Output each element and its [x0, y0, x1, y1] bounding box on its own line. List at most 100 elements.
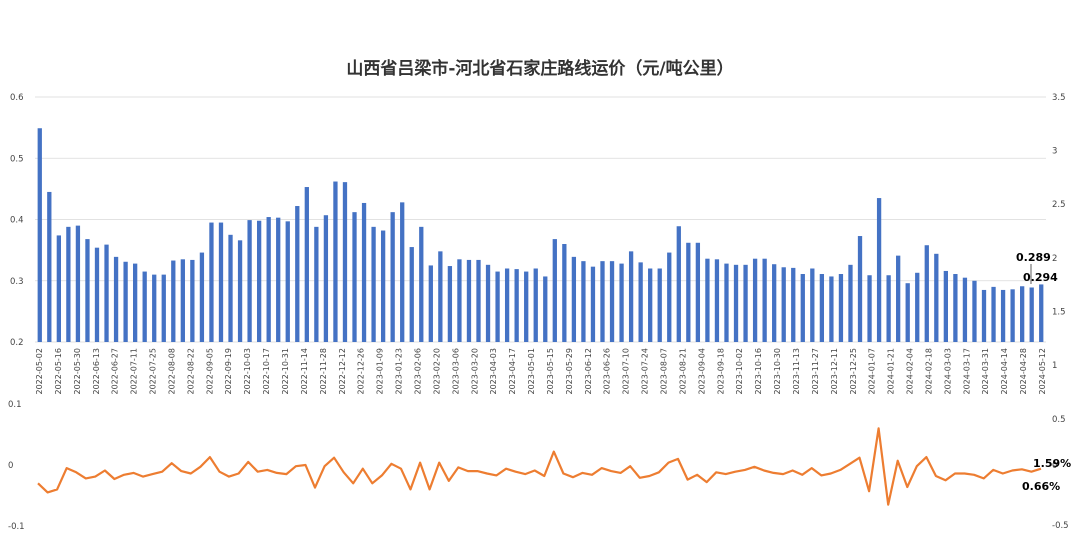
chart-title: 山西省吕梁市-河北省石家庄路线运价（元/吨公里） — [346, 58, 733, 79]
bar — [571, 256, 577, 342]
bar — [619, 263, 624, 342]
bar — [752, 258, 758, 342]
bar — [447, 266, 453, 342]
bar — [304, 187, 309, 342]
bar — [314, 226, 319, 342]
bar — [552, 239, 557, 342]
bar — [800, 274, 805, 342]
bar — [209, 222, 214, 342]
x-tick-label: 2022-12-26 — [357, 348, 366, 395]
x-tick-label: 2022-06-27 — [111, 348, 120, 395]
bar — [190, 259, 195, 342]
x-tick-label: 2023-09-18 — [716, 348, 725, 395]
bar — [256, 220, 262, 342]
line-last2-label: 0.66% — [1022, 480, 1060, 493]
bar — [657, 268, 662, 342]
bar — [285, 221, 290, 342]
line-path — [37, 427, 1042, 506]
x-tick-label: 2023-03-20 — [470, 348, 479, 395]
bar — [380, 230, 386, 342]
bar — [1029, 287, 1034, 342]
x-tick-label: 2023-04-17 — [508, 348, 517, 395]
bar — [400, 202, 405, 342]
bar — [142, 271, 147, 342]
bar — [199, 252, 205, 342]
bar — [628, 251, 634, 342]
bar-right-tick-label: 3 — [1052, 147, 1057, 157]
x-tick-label: 2023-07-10 — [622, 348, 631, 395]
bar — [409, 247, 414, 342]
bar — [419, 226, 424, 342]
bar — [905, 283, 910, 342]
grid — [35, 96, 1046, 343]
x-tick-label: 2022-08-08 — [168, 348, 177, 395]
x-tick-label: 2024-03-31 — [981, 348, 990, 395]
bar — [667, 252, 672, 342]
bar — [56, 235, 61, 342]
bar — [962, 277, 968, 342]
x-tick-label: 2023-02-20 — [432, 348, 441, 395]
x-tick-label: 2024-02-18 — [925, 348, 934, 395]
x-tick-label: 2022-12-12 — [338, 348, 347, 395]
x-tick-label: 2023-06-26 — [603, 348, 612, 395]
bar — [1039, 284, 1044, 342]
x-tick-label: 2023-01-09 — [376, 348, 385, 395]
bar — [705, 258, 710, 342]
x-tick-label: 2024-04-28 — [1019, 348, 1028, 395]
x-tick-label: 2023-12-11 — [830, 348, 839, 395]
x-tick-label: 2023-01-23 — [395, 348, 404, 395]
bar — [886, 275, 891, 342]
bar — [934, 253, 939, 342]
bar — [85, 239, 90, 342]
bar — [1020, 286, 1025, 342]
bar-right-tick-label: 1.5 — [1052, 307, 1066, 317]
x-tick-label: 2023-08-21 — [678, 348, 687, 395]
line-right-tick-label: 0.5 — [1052, 415, 1066, 425]
bar — [533, 268, 538, 342]
x-tick-label: 2022-09-19 — [224, 348, 233, 395]
bar — [495, 271, 500, 342]
bar — [333, 181, 338, 342]
x-tick-label: 2022-11-14 — [300, 348, 309, 395]
bar-last2-label: 0.294 — [1023, 271, 1058, 284]
x-tick-label: 2023-07-24 — [641, 348, 650, 395]
line-right-tick-label: -0.5 — [1052, 521, 1069, 531]
bar — [94, 247, 100, 342]
x-tick-label: 2023-05-15 — [546, 348, 555, 395]
bar-left-tick-label: 0.4 — [10, 216, 24, 226]
x-tick-label: 2022-06-13 — [92, 348, 101, 395]
bar — [648, 268, 653, 342]
x-tick-label: 2022-05-02 — [35, 348, 44, 395]
bar — [829, 276, 834, 342]
x-tick-label: 2024-03-03 — [943, 348, 952, 395]
bar — [810, 268, 815, 342]
bar — [37, 128, 42, 342]
bar-left-tick-label: 0.3 — [10, 277, 24, 287]
bar — [47, 191, 52, 342]
bar — [838, 274, 844, 342]
bar — [295, 206, 300, 342]
bar — [915, 272, 920, 342]
bar — [562, 244, 567, 342]
bar — [714, 259, 720, 342]
bar — [485, 264, 491, 342]
bar-right-tick-label: 2.5 — [1052, 200, 1066, 210]
bar — [676, 226, 681, 342]
x-tick-label: 2022-07-25 — [149, 348, 158, 395]
bar — [762, 258, 767, 342]
x-tick-label: 2024-01-07 — [868, 348, 877, 395]
bar — [972, 280, 977, 342]
line-right-tick-label: 0 — [1052, 461, 1057, 471]
bar — [590, 266, 596, 342]
x-axis-labels: 2022-05-02 2022-05-16 2022-05-30 2022-06-13… — [35, 348, 1047, 395]
bar — [876, 198, 882, 342]
x-tick-label: 2023-04-03 — [489, 348, 498, 395]
bar — [924, 245, 929, 342]
x-tick-label: 2023-12-25 — [849, 348, 858, 395]
bar — [943, 270, 948, 342]
bar — [781, 267, 786, 342]
bar — [113, 256, 119, 342]
bar — [724, 263, 729, 342]
bar — [104, 244, 109, 342]
bar — [981, 289, 987, 342]
